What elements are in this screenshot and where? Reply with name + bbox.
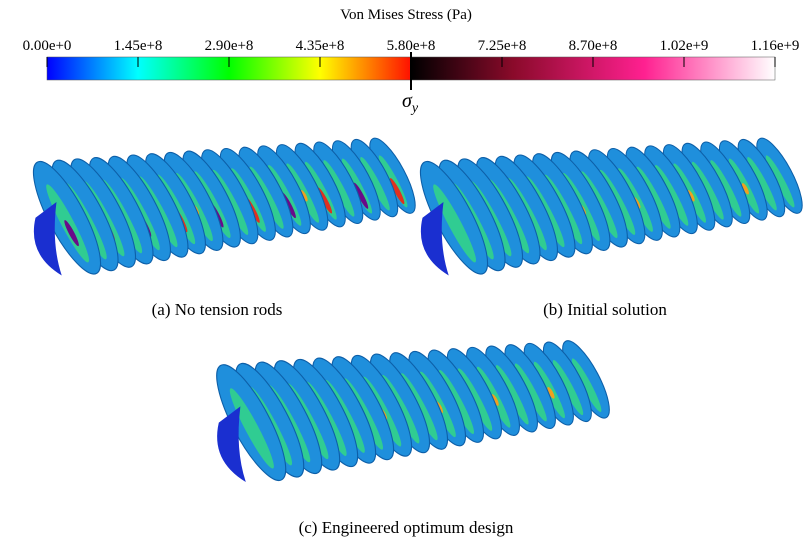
yield-label: σy	[402, 90, 419, 116]
wing-rendering	[409, 133, 811, 282]
panel-caption: (b) Initial solution	[543, 300, 667, 319]
panel-caption: (c) Engineered optimum design	[299, 518, 514, 537]
renderings	[22, 133, 811, 489]
colorbar-tick-label: 2.90e+8	[205, 38, 254, 54]
colorbar-tick-label: 4.35e+8	[296, 38, 345, 54]
wing-rendering	[205, 335, 618, 488]
colorbar-tick-label: 1.45e+8	[114, 38, 163, 54]
colorbar-tick-label: 0.00e+0	[23, 38, 72, 54]
colorbar-tick-label: 1.16e+9	[751, 38, 800, 54]
colorbar-tick-label: 7.25e+8	[478, 38, 527, 54]
colorbar-title: Von Mises Stress (Pa)	[340, 7, 472, 23]
panel-caption: (a) No tension rods	[152, 300, 283, 319]
page: { "colorbar": { "title": "Von Mises Stre…	[0, 0, 812, 545]
wing-rendering	[22, 133, 424, 282]
colorbar-tick-label: 5.80e+8	[387, 38, 436, 54]
yield-subscript: y	[410, 101, 419, 116]
colorbar-tick-label: 8.70e+8	[569, 38, 618, 54]
colorbar-tick-label: 1.02e+9	[660, 38, 709, 54]
figure: Von Mises Stress (Pa) σy 0.00e+0 1.45e+8 2…	[0, 0, 812, 545]
